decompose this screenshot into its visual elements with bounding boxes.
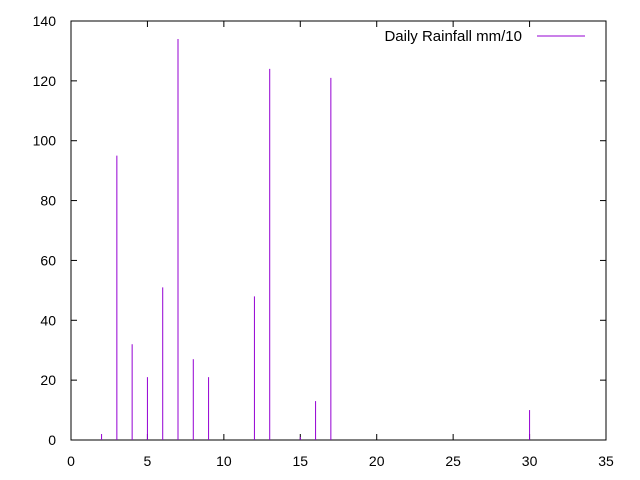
plot-frame xyxy=(70,20,607,441)
y-tick-label: 140 xyxy=(33,13,57,29)
y-tick-label: 0 xyxy=(48,432,56,448)
y-tick-label: 20 xyxy=(40,372,56,388)
y-tick-label: 60 xyxy=(40,252,56,268)
legend: Daily Rainfall mm/10 xyxy=(384,28,585,45)
x-tick-label: 30 xyxy=(522,453,538,469)
legend-label: Daily Rainfall mm/10 xyxy=(384,28,522,45)
x-tick-label: 25 xyxy=(445,453,461,469)
x-tick-label: 15 xyxy=(292,453,308,469)
x-tick-label: 35 xyxy=(598,453,614,469)
y-tick-label: 100 xyxy=(33,133,57,149)
x-tick-label: 20 xyxy=(369,453,385,469)
y-tick-label: 120 xyxy=(33,73,57,89)
data-impulses xyxy=(101,38,531,440)
y-tick-label: 40 xyxy=(40,312,56,328)
y-tick-label: 80 xyxy=(40,193,56,209)
x-tick-label: 10 xyxy=(216,453,232,469)
axis-ticks: 0 5 10 15 20 25 30 35 0 20 40 60 80 100 120 140 xyxy=(33,13,614,469)
x-tick-label: 5 xyxy=(144,453,152,469)
x-tick-label: 0 xyxy=(67,453,75,469)
